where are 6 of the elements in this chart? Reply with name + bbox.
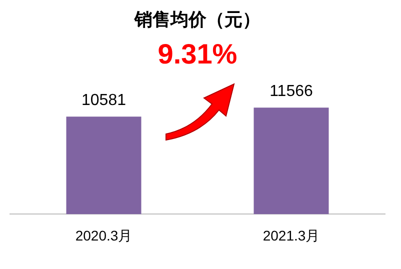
x-tick-label: 2021.3月: [262, 227, 320, 244]
chart-title: 销售均价（元）: [134, 9, 260, 30]
x-tick-label: 2020.3月: [75, 227, 132, 244]
data-label: 10581: [82, 92, 126, 110]
text: 9.31%: [158, 38, 238, 70]
data-label: 11566: [270, 83, 313, 100]
